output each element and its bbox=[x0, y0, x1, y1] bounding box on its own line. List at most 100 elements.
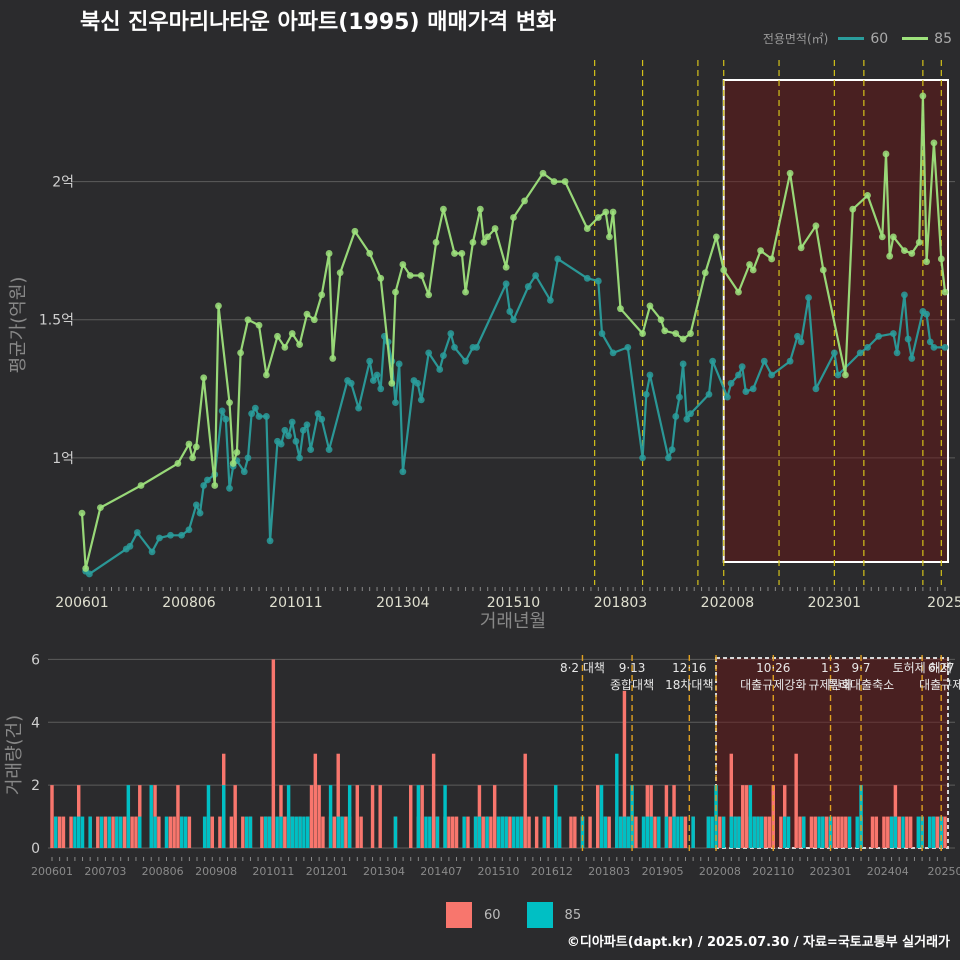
vol-x-tick-label-2: 200806 bbox=[142, 865, 184, 878]
data-point-60 bbox=[646, 371, 654, 379]
volume-legend-label-85: 85 bbox=[564, 907, 582, 923]
volume-bar-85 bbox=[164, 816, 169, 848]
data-point-60 bbox=[893, 349, 901, 357]
volume-bar-60 bbox=[569, 816, 573, 848]
volume-bar-60 bbox=[355, 785, 360, 848]
volume-bar-60 bbox=[607, 816, 611, 848]
volume-bar-60 bbox=[779, 816, 783, 848]
volume-bar-85 bbox=[733, 816, 737, 848]
volume-bar-60 bbox=[763, 816, 768, 848]
data-point-85 bbox=[97, 504, 104, 512]
volume-bar-60 bbox=[489, 816, 493, 848]
data-point-60 bbox=[222, 415, 230, 423]
data-point-85 bbox=[849, 205, 857, 213]
vol-highlight-box bbox=[715, 657, 949, 849]
data-point-85 bbox=[915, 238, 923, 246]
volume-bar-85 bbox=[138, 816, 142, 848]
volume-bar-60 bbox=[229, 816, 234, 848]
data-point-85 bbox=[539, 169, 547, 177]
data-point-60 bbox=[347, 379, 355, 387]
data-point-85 bbox=[432, 238, 440, 246]
data-point-60 bbox=[683, 415, 691, 423]
data-point-60 bbox=[875, 332, 883, 340]
data-point-60 bbox=[742, 388, 750, 395]
volume-bar-85 bbox=[645, 816, 650, 848]
data-point-60 bbox=[687, 410, 694, 418]
volume-bar-60 bbox=[271, 659, 276, 848]
data-point-85 bbox=[594, 214, 602, 221]
data-point-85 bbox=[819, 266, 827, 274]
data-point-60 bbox=[240, 468, 248, 476]
volume-bar-85 bbox=[73, 816, 77, 848]
data-point-85 bbox=[602, 208, 610, 216]
volume-bar-85 bbox=[821, 816, 825, 848]
data-point-60 bbox=[709, 357, 717, 365]
data-point-85 bbox=[377, 274, 385, 282]
data-point-60 bbox=[167, 531, 174, 539]
data-point-60 bbox=[642, 390, 650, 398]
data-point-85 bbox=[746, 261, 753, 268]
volume-bar-60 bbox=[729, 753, 734, 848]
volume-bar-85 bbox=[302, 816, 306, 848]
legend-label-60: 60 bbox=[870, 30, 889, 47]
data-point-85 bbox=[646, 302, 654, 310]
volume-bar-60 bbox=[309, 785, 314, 848]
volume-bar-60 bbox=[523, 753, 527, 848]
volume-bar-60 bbox=[431, 753, 436, 848]
volume-bar-85 bbox=[920, 816, 924, 848]
data-point-60 bbox=[244, 454, 252, 462]
volume-bar-85 bbox=[267, 816, 272, 848]
data-point-85 bbox=[244, 316, 252, 324]
data-point-85 bbox=[842, 371, 849, 379]
data-point-60 bbox=[462, 357, 469, 365]
data-point-60 bbox=[532, 272, 540, 279]
volume-bar-85 bbox=[893, 816, 898, 848]
volume-bar-60 bbox=[905, 816, 909, 848]
policy-annotation-1: 종합대책 bbox=[610, 677, 654, 692]
volume-bar-85 bbox=[118, 816, 123, 848]
volume-bar-85 bbox=[512, 816, 516, 848]
data-point-60 bbox=[440, 352, 447, 360]
data-point-60 bbox=[266, 537, 274, 545]
data-point-85 bbox=[639, 330, 646, 337]
data-point-85 bbox=[274, 332, 281, 340]
vol-x-tick-label-4: 201011 bbox=[252, 865, 294, 878]
data-point-85 bbox=[878, 233, 886, 241]
vol-y-axis-label: 거래량(건) bbox=[4, 715, 25, 795]
data-point-60 bbox=[451, 343, 458, 351]
data-point-60 bbox=[185, 526, 193, 534]
volume-bar-85 bbox=[542, 816, 547, 848]
data-point-60 bbox=[318, 415, 326, 423]
volume-bar-85 bbox=[679, 816, 684, 848]
volume-bar-60 bbox=[718, 816, 722, 848]
volume-bar-85 bbox=[428, 816, 432, 848]
volume-bar-60 bbox=[870, 816, 875, 848]
data-point-60 bbox=[676, 393, 683, 401]
volume-bar-85 bbox=[473, 816, 478, 848]
volume-bar-85 bbox=[931, 816, 936, 848]
data-point-85 bbox=[82, 565, 90, 572]
vol-y-tick-label-1: 2 bbox=[31, 778, 40, 794]
volume-bar-85 bbox=[462, 816, 466, 848]
data-point-60 bbox=[133, 529, 141, 536]
data-point-60 bbox=[901, 291, 908, 299]
data-point-85 bbox=[491, 225, 499, 232]
volume-bar-85 bbox=[290, 816, 295, 848]
x-tick-label-8: 2025 bbox=[927, 595, 960, 611]
volume-bar-85 bbox=[710, 816, 714, 848]
volume-bar-60 bbox=[420, 785, 424, 848]
volume-bar-60 bbox=[332, 816, 337, 848]
data-point-85 bbox=[930, 139, 938, 147]
data-point-60 bbox=[794, 332, 801, 340]
volume-bar-85 bbox=[748, 785, 753, 848]
y-axis-label: 평균가(억원) bbox=[8, 277, 29, 374]
data-point-60 bbox=[786, 357, 794, 365]
data-point-60 bbox=[447, 330, 455, 337]
volume-bar-60 bbox=[744, 785, 749, 848]
volume-bar-60 bbox=[187, 816, 192, 848]
volume-bar-85 bbox=[115, 816, 119, 848]
data-point-85 bbox=[889, 233, 897, 241]
volume-bar-85 bbox=[347, 785, 352, 848]
volume-bar-85 bbox=[672, 816, 676, 848]
x-tick-label-4: 201510 bbox=[487, 595, 540, 611]
